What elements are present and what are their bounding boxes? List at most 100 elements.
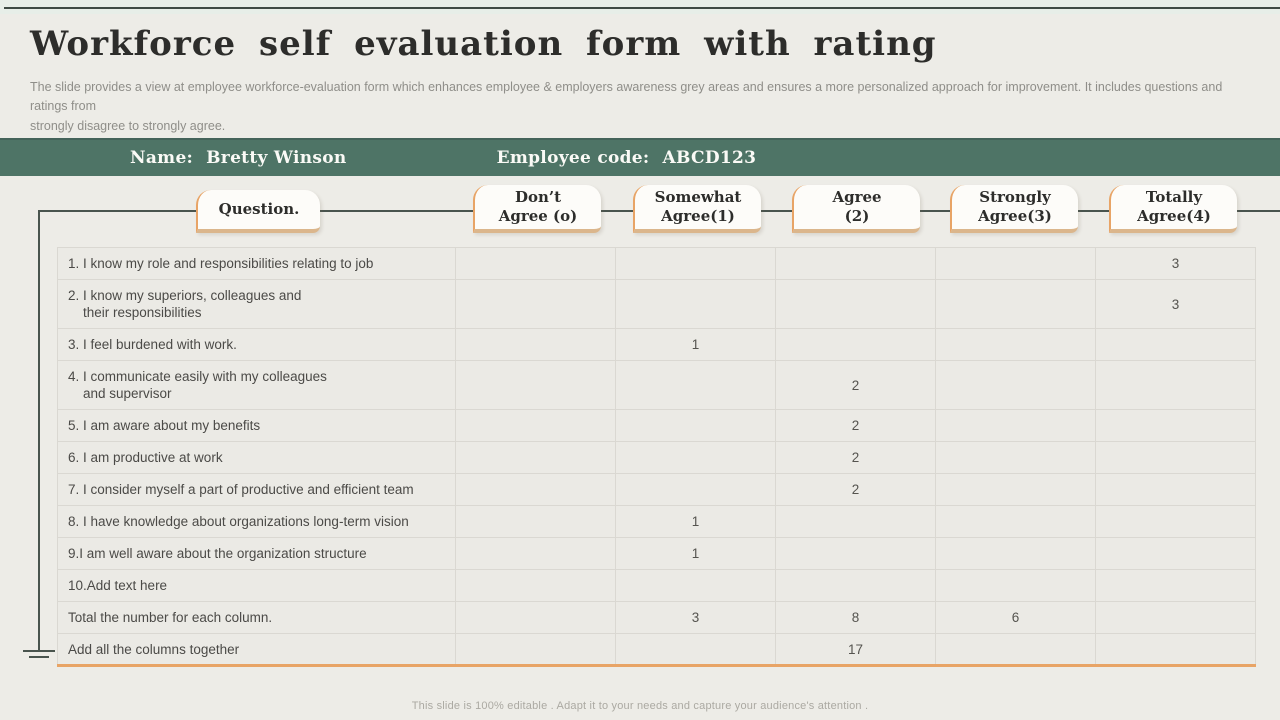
rating-cell-somewhat-agree (616, 570, 776, 602)
rating-cell-totally-agree (1096, 570, 1256, 602)
rating-cell-agree: 2 (776, 410, 936, 442)
table-row: Add all the columns together 17 (58, 634, 1256, 666)
table-bottom-accent-line (57, 664, 1256, 667)
rating-cell-strongly-agree (936, 410, 1096, 442)
table-row: 5. I am aware about my benefits 2 (58, 410, 1256, 442)
rating-cell-somewhat-agree: 1 (616, 329, 776, 361)
table-row: 4. I communicate easily with my colleagu… (58, 361, 1256, 410)
rating-cell-totally-agree (1096, 538, 1256, 570)
page-title: Workforce self evaluation form with rati… (30, 24, 937, 64)
ground-symbol-line-1 (23, 650, 55, 652)
rating-cell-strongly-agree (936, 248, 1096, 280)
rating-cell-dont-agree (456, 361, 616, 410)
header-line1: Strongly (979, 188, 1051, 206)
rating-cell-strongly-agree (936, 329, 1096, 361)
employee-code-label: Employee code: (496, 148, 650, 168)
rating-cell-dont-agree (456, 506, 616, 538)
slide-description: The slide provides a view at employee wo… (30, 80, 1223, 133)
rating-cell-totally-agree (1096, 410, 1256, 442)
rating-cell-somewhat-agree (616, 474, 776, 506)
table-row: 6. I am productive at work 2 (58, 442, 1256, 474)
employee-code-value: ABCD123 (662, 148, 757, 168)
table-row: Total the number for each column. 3 8 6 (58, 602, 1256, 634)
rating-cell-agree (776, 329, 936, 361)
rating-cell-somewhat-agree: 1 (616, 506, 776, 538)
rating-cell-dont-agree (456, 280, 616, 329)
rating-cell-dont-agree (456, 538, 616, 570)
name-value: Bretty Winson (206, 148, 347, 168)
rating-cell-agree: 17 (776, 634, 936, 666)
rating-cell-agree: 2 (776, 361, 936, 410)
employee-info-bar: Name: Bretty Winson Employee code: ABCD1… (0, 138, 1280, 176)
question-cell: 6. I am productive at work (58, 442, 456, 474)
rating-cell-dont-agree (456, 634, 616, 666)
rating-cell-totally-agree: 3 (1096, 280, 1256, 329)
rating-cell-dont-agree (456, 248, 616, 280)
header-line2: Agree(1) (661, 207, 735, 225)
rating-cell-agree (776, 248, 936, 280)
top-divider-line (4, 7, 1280, 9)
rating-cell-agree (776, 538, 936, 570)
rating-cell-strongly-agree (936, 538, 1096, 570)
rating-cell-totally-agree: 3 (1096, 248, 1256, 280)
rating-cell-strongly-agree (936, 570, 1096, 602)
column-header-strongly-agree: Strongly Agree(3) (950, 185, 1078, 233)
header-line1: Agree (832, 188, 882, 206)
question-cell: 3. I feel burdened with work. (58, 329, 456, 361)
question-cell: Total the number for each column. (58, 602, 456, 634)
table-row: 9.I am well aware about the organization… (58, 538, 1256, 570)
table-row: 8. I have knowledge about organizations … (58, 506, 1256, 538)
table-row: 10.Add text here (58, 570, 1256, 602)
question-cell: 4. I communicate easily with my colleagu… (58, 361, 456, 410)
rating-cell-somewhat-agree (616, 248, 776, 280)
table-row: 3. I feel burdened with work. 1 (58, 329, 1256, 361)
rating-cell-strongly-agree (936, 361, 1096, 410)
rating-cell-strongly-agree (936, 506, 1096, 538)
table-row: 7. I consider myself a part of productiv… (58, 474, 1256, 506)
question-cell: 5. I am aware about my benefits (58, 410, 456, 442)
name-label: Name: (130, 148, 194, 168)
rating-cell-somewhat-agree: 1 (616, 538, 776, 570)
rating-cell-somewhat-agree (616, 634, 776, 666)
rating-cell-agree: 2 (776, 474, 936, 506)
employee-name-group: Name: Bretty Winson (130, 148, 347, 168)
question-header-label: Question. (218, 200, 300, 218)
rating-cell-strongly-agree (936, 280, 1096, 329)
rating-cell-strongly-agree (936, 474, 1096, 506)
question-cell: 8. I have knowledge about organizations … (58, 506, 456, 538)
rating-cell-dont-agree (456, 410, 616, 442)
column-header-dont-agree: Don’t Agree (o) (473, 185, 601, 233)
table-row: 1. I know my role and responsibilities r… (58, 248, 1256, 280)
rating-cell-totally-agree (1096, 506, 1256, 538)
question-cell: 9.I am well aware about the organization… (58, 538, 456, 570)
rating-cell-agree: 8 (776, 602, 936, 634)
question-cell: 2. I know my superiors, colleagues and t… (58, 280, 456, 329)
header-line2: (2) (844, 207, 870, 225)
rating-cell-somewhat-agree (616, 410, 776, 442)
question-cell: 10.Add text here (58, 570, 456, 602)
header-line1: Totally (1145, 188, 1203, 206)
rating-cell-dont-agree (456, 442, 616, 474)
table-body: 1. I know my role and responsibilities r… (57, 247, 1256, 666)
ground-symbol-line-2 (29, 656, 49, 658)
rating-cell-dont-agree (456, 570, 616, 602)
question-cell: 7. I consider myself a part of productiv… (58, 474, 456, 506)
header-line2: Agree (o) (498, 207, 578, 225)
rating-cell-totally-agree (1096, 442, 1256, 474)
rating-cell-agree (776, 570, 936, 602)
rating-cell-dont-agree (456, 474, 616, 506)
rating-cell-agree (776, 506, 936, 538)
footer-note: This slide is 100% editable . Adapt it t… (411, 700, 869, 712)
rating-cell-strongly-agree (936, 634, 1096, 666)
table-row: 2. I know my superiors, colleagues and t… (58, 280, 1256, 329)
rating-cell-totally-agree (1096, 329, 1256, 361)
question-cell: 1. I know my role and responsibilities r… (58, 248, 456, 280)
rating-cell-totally-agree (1096, 361, 1256, 410)
header-line1: Somewhat (654, 188, 742, 206)
rating-cell-strongly-agree: 6 (936, 602, 1096, 634)
header-line1: Don’t (514, 188, 562, 206)
left-vertical-line (38, 210, 40, 650)
column-header-agree: Agree (2) (792, 185, 920, 233)
rating-cell-somewhat-agree (616, 280, 776, 329)
rating-cell-totally-agree (1096, 602, 1256, 634)
